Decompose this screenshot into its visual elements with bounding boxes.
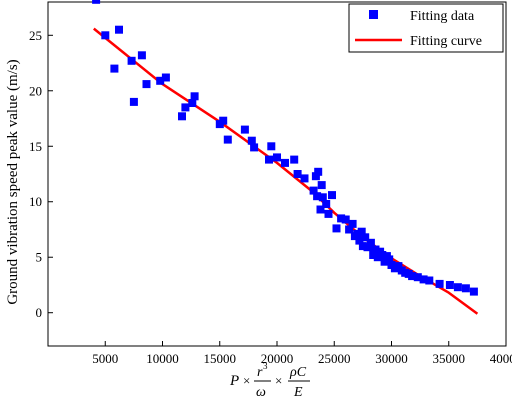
data-point	[353, 229, 362, 238]
data-point	[281, 158, 289, 167]
data-point	[223, 135, 232, 144]
data-point	[313, 192, 322, 201]
legend-label-fitting-data: Fitting data	[410, 9, 475, 24]
data-point	[309, 186, 318, 195]
data-point	[178, 112, 186, 121]
data-point	[127, 56, 136, 65]
data-point	[161, 73, 170, 82]
data-point	[101, 31, 110, 40]
x-tick-label: 15000	[204, 351, 237, 366]
data-point	[469, 287, 478, 296]
data-point	[345, 225, 354, 234]
x-title-frac1-num: r	[257, 365, 263, 380]
data-point	[348, 219, 357, 228]
data-point	[341, 215, 350, 224]
data-point	[337, 214, 346, 223]
x-tick-label: 40000	[490, 351, 512, 366]
y-tick-label: 15	[29, 139, 42, 154]
data-point	[357, 227, 366, 236]
x-title-frac2-den: E	[293, 385, 303, 400]
data-point	[425, 276, 434, 285]
data-point	[293, 170, 302, 178]
x-tick-label: 10000	[146, 351, 179, 366]
y-axis-title: Ground vibration speed peak value (m/s)	[5, 59, 21, 304]
x-axis-ticks: 5000 10000 15000 20000 25000 30000 35000 40000	[92, 341, 512, 366]
data-point	[385, 255, 394, 264]
y-axis-ticks: 0 5 10 15 20 25	[29, 28, 53, 320]
data-point	[332, 224, 341, 233]
data-point	[324, 209, 333, 218]
data-point	[366, 238, 375, 247]
x-title-frac2-num: ρC	[289, 365, 307, 380]
data-point	[369, 251, 378, 259]
legend-marker-fitting-data	[369, 10, 378, 19]
data-point	[453, 283, 462, 292]
x-title-times-2: ×	[275, 373, 282, 388]
x-tick-label: 35000	[433, 351, 466, 366]
x-title-frac1-den: ω	[256, 385, 266, 400]
y-tick-label: 10	[29, 194, 42, 209]
data-point	[181, 103, 190, 112]
data-point	[250, 143, 259, 152]
data-point	[110, 64, 119, 73]
x-title-frac1-sup: 3	[263, 361, 268, 371]
data-point	[265, 155, 273, 164]
data-point	[290, 155, 299, 164]
data-point	[355, 236, 364, 245]
data-point	[240, 125, 249, 134]
data-point	[156, 76, 165, 85]
data-point	[419, 275, 428, 284]
data-point	[115, 25, 123, 34]
data-point	[435, 279, 444, 288]
x-title-prefix: P	[229, 373, 239, 389]
series-layer	[92, 0, 479, 315]
data-point	[314, 167, 323, 176]
data-point	[378, 251, 387, 259]
legend-label-fitting-curve: Fitting curve	[410, 34, 482, 49]
legend: Fitting data Fitting curve	[348, 3, 504, 53]
x-axis-title: P × r 3 ω × ρC E	[229, 361, 310, 400]
data-point	[273, 153, 281, 162]
plot-frame	[47, 1, 507, 347]
data-point	[316, 205, 325, 214]
data-point	[363, 243, 372, 252]
data-point	[92, 0, 101, 4]
data-point	[188, 99, 197, 107]
data-point	[461, 284, 470, 293]
x-tick-label: 20000	[261, 351, 294, 366]
data-point	[413, 273, 422, 282]
data-point	[322, 200, 331, 208]
data-point	[408, 272, 417, 281]
data-point	[219, 116, 228, 125]
data-point	[445, 281, 454, 289]
x-tick-label: 25000	[318, 351, 351, 366]
y-tick-label: 0	[36, 305, 43, 320]
data-point	[129, 97, 138, 106]
x-title-times-1: ×	[243, 373, 250, 388]
data-point	[358, 242, 367, 251]
data-point	[361, 233, 370, 242]
data-point	[394, 262, 403, 271]
data-point	[142, 80, 151, 89]
data-point	[380, 257, 389, 266]
data-point	[300, 174, 309, 183]
data-point	[311, 172, 320, 181]
fitting-curve-line	[93, 27, 479, 315]
data-point	[373, 253, 382, 262]
data-point	[371, 245, 380, 254]
y-tick-label: 25	[29, 28, 42, 43]
data-point	[317, 181, 326, 190]
data-point	[247, 136, 256, 145]
y-tick-label: 20	[29, 83, 42, 98]
data-point	[267, 142, 276, 151]
data-point	[318, 193, 327, 202]
data-point	[328, 191, 336, 200]
x-tick-label: 5000	[92, 351, 118, 366]
data-point	[137, 51, 146, 60]
data-point	[190, 92, 199, 101]
y-tick-label: 5	[36, 250, 43, 265]
x-tick-label: 30000	[375, 351, 408, 366]
